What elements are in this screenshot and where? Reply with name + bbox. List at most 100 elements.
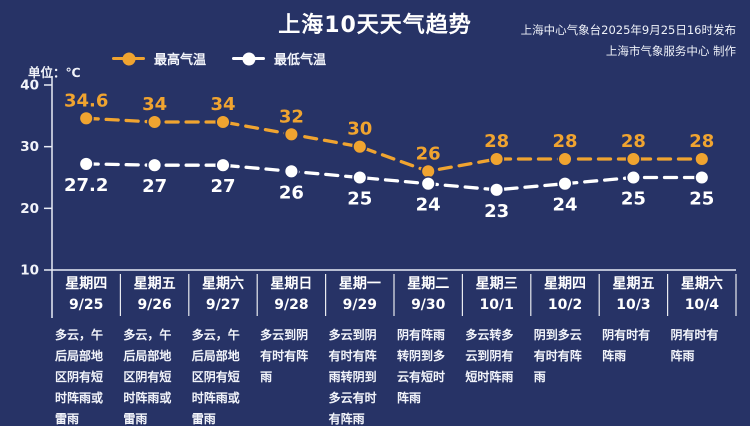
low-temp-point [147,157,163,173]
low-temp-value: 27.2 [64,175,108,196]
high-temp-value: 34 [210,94,235,115]
day-date: 10/4 [684,297,720,313]
high-temp-value: 28 [621,131,646,152]
y-tick-label: 10 [20,263,39,279]
low-temp-value: 25 [347,189,372,210]
day-weekday: 星期四 [65,276,108,292]
high-temp-value: 26 [416,143,441,164]
day-weekday: 星期六 [680,276,723,292]
low-temp-value: 24 [416,195,441,216]
chart-legend: 最高气温 最低气温 [112,49,326,68]
low-temp-point [694,169,710,186]
low-temp-point [557,176,573,192]
day-label: 星期三 10/1 [462,274,530,315]
low-temp-point [283,163,299,179]
day-label: 星期日 9/28 [257,274,325,315]
high-temp-point [352,139,368,155]
high-temp-point [215,114,231,130]
day-weekday: 星期四 [544,276,587,292]
day-label: 星期二 9/30 [394,274,462,315]
forecast-row: 多云，午后局部地区阴有短时阵雨或雷雨 多云，午后局部地区阴有短时阵雨或雷雨 多云，午… [52,325,742,426]
forecast-text: 阴有时有阵雨 [602,328,651,363]
high-temp-legend-dot-icon [122,52,135,65]
low-temp-value: 25 [689,189,714,210]
forecast-text: 阴有时有阵雨 [670,328,719,363]
forecast-text: 多云，午后局部地区阴有短时阵雨或雷雨 [191,328,240,426]
low-temp-legend-label: 最低气温 [274,53,327,68]
day-weekday: 星期二 [407,276,450,292]
low-temp-point [625,169,641,186]
low-temp-value: 27 [142,176,167,197]
low-temp-point [215,157,231,173]
high-temp-value: 30 [347,119,372,140]
day-label: 星期五 10/3 [599,274,667,315]
high-temp-value: 28 [689,131,714,152]
y-tick-label: 20 [20,201,39,217]
credit-line-producer: 上海市气象服务中心 制作 [605,43,736,58]
day-date: 10/2 [547,297,583,313]
day-weekday: 星期日 [270,276,313,292]
high-temp-value: 28 [484,131,509,152]
high-temp-point [694,151,710,167]
low-temp-value: 23 [484,201,509,222]
forecast-text: 阴有阵雨转阴到多云有短时阵雨 [396,328,445,405]
day-label: 星期六 9/27 [189,274,257,315]
high-temp-point [489,151,505,167]
high-temp-value: 34.6 [64,90,108,111]
forecast-text: 多云到阴有时有阵雨转阴到多云有时有阵雨 [328,328,377,426]
day-date: 9/26 [137,297,172,313]
low-temp-value: 25 [621,189,646,210]
high-temp-value: 34 [142,94,167,115]
high-temp-point [283,126,299,142]
day-weekday: 星期五 [133,276,176,292]
low-temp-point [352,169,368,186]
day-date: 9/27 [205,297,241,313]
low-temp-point [489,182,505,198]
day-date: 9/25 [69,297,104,313]
day-label-row: 星期四 9/25 星期五 9/26 星期六 9/27 星期日 9/28 星期一 9/29 星期二 9/… [52,274,736,315]
low-temp-legend-marker-icon [232,52,266,65]
day-weekday: 星期一 [338,276,381,292]
high-temp-value: 32 [279,106,304,127]
low-temp-point [78,156,94,172]
y-tick-label: 30 [20,139,39,155]
forecast-text: 多云，午后局部地区阴有短时阵雨或雷雨 [123,328,172,426]
day-weekday: 星期五 [612,276,655,292]
low-temp-value: 26 [279,182,304,203]
day-date: 10/3 [616,297,651,313]
high-temp-value: 28 [552,131,577,152]
high-temp-line [84,116,704,174]
day-label: 星期一 9/29 [326,274,394,315]
high-temp-legend-label: 最高气温 [154,53,207,68]
page-title: 上海10天天气趋势 [278,13,472,38]
legend-item-low[interactable]: 最低气温 [232,49,326,68]
day-date: 9/29 [342,297,377,313]
y-tick-label: 40 [20,78,39,94]
day-date: 10/1 [479,297,514,313]
high-temp-point [420,163,436,179]
low-temp-line [84,162,704,192]
day-label: 星期四 10/2 [531,274,599,315]
unit-label: 单位：℃ [28,65,81,80]
day-weekday: 星期三 [475,276,518,292]
day-weekday: 星期六 [202,276,245,292]
low-temp-point [420,176,436,192]
high-temp-legend-marker-icon [112,52,145,65]
forecast-text: 多云到阴有时有阵雨 [260,328,309,384]
high-temp-point [625,151,641,167]
forecast-text: 多云转多云到阴有短时阵雨 [465,328,514,384]
low-temp-value: 27 [210,176,235,197]
low-temp-value: 24 [552,195,577,216]
day-date: 9/30 [411,297,446,313]
low-temp-legend-dot-icon [242,52,256,65]
day-label: 星期六 10/4 [668,274,736,315]
publisher-credits: 上海中心气象台2025年9月25日16时发布 上海市气象服务中心 制作 [521,20,736,61]
high-temp-point [78,110,94,126]
day-label: 星期四 9/25 [52,274,120,315]
high-temp-point [147,114,163,130]
high-temp-point [557,151,573,167]
legend-item-high[interactable]: 最高气温 [112,49,206,68]
forecast-text: 多云，午后局部地区阴有短时阵雨或雷雨 [55,328,104,426]
